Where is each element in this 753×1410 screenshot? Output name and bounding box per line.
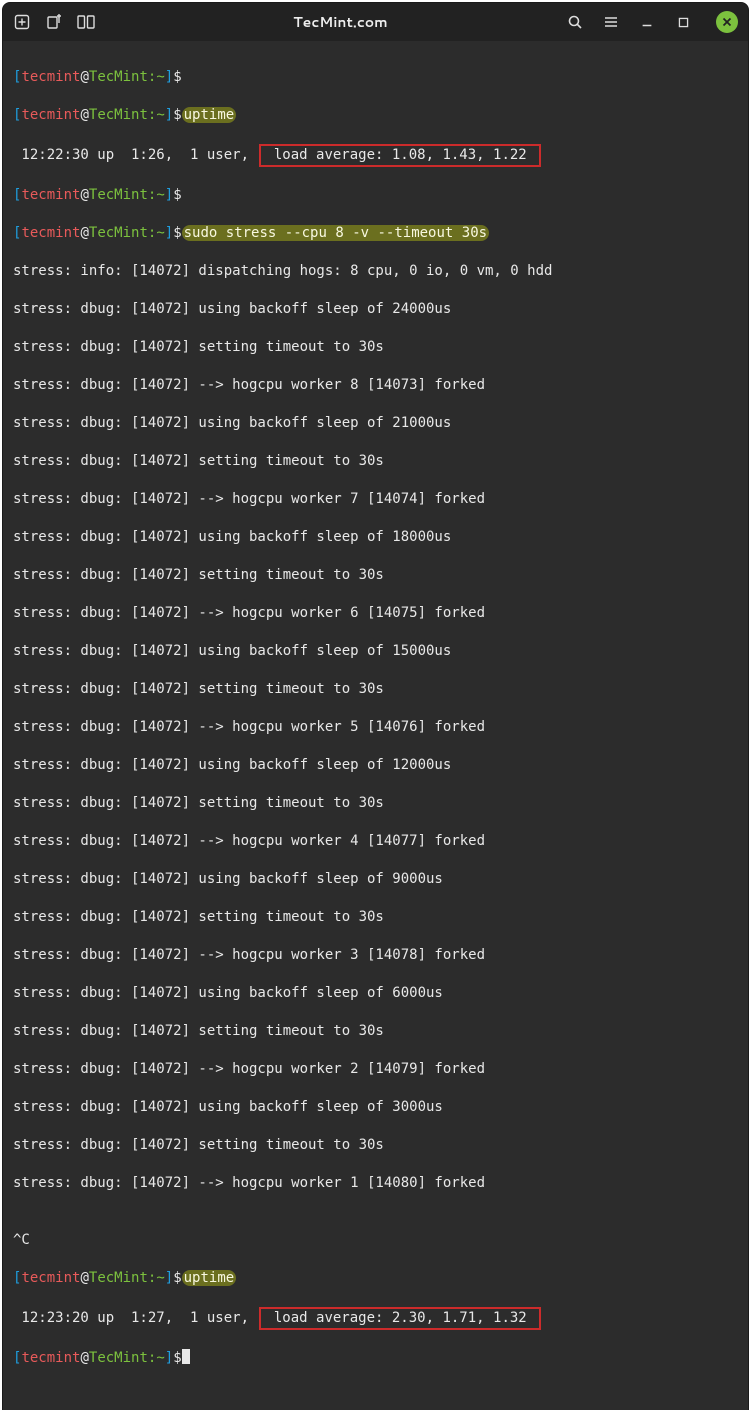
stress-output-line: stress: dbug: [14072] using backoff slee… [13,870,738,889]
stress-output-line: stress: dbug: [14072] using backoff slee… [13,984,738,1003]
uptime2-prefix: 12:23:20 up 1:27, 1 user, [13,1310,257,1326]
titlebar: TecMint.com [3,3,748,41]
titlebar-left-controls [13,13,123,31]
stress-output-line: stress: dbug: [14072] --> hogcpu worker … [13,376,738,395]
stress-output-line: stress: dbug: [14072] using backoff slee… [13,642,738,661]
minimize-button[interactable] [638,13,656,31]
uptime2-load: load average: 2.30, 1.71, 1.32 [265,1310,535,1326]
stress-output-line: stress: dbug: [14072] --> hogcpu worker … [13,946,738,965]
prompt-line-uptime1: [tecmint@TecMint:~]$uptime [13,106,738,125]
split-button[interactable] [77,13,95,31]
prompt-line-final: [tecmint@TecMint:~]$ [13,1349,738,1368]
stress-output-line: stress: dbug: [14072] using backoff slee… [13,756,738,775]
stress-output-line: stress: dbug: [14072] using backoff slee… [13,1098,738,1117]
command-uptime2: uptime [182,1270,237,1286]
cursor [182,1349,190,1364]
stress-output-line: stress: dbug: [14072] setting timeout to… [13,1136,738,1155]
stress-output-line: stress: dbug: [14072] setting timeout to… [13,1022,738,1041]
stress-output-line: stress: dbug: [14072] setting timeout to… [13,908,738,927]
stress-output-line: stress: info: [14072] dispatching hogs: … [13,262,738,281]
titlebar-right-controls [558,11,738,33]
stress-output-line: stress: dbug: [14072] --> hogcpu worker … [13,490,738,509]
interrupt-line: ^C [13,1231,738,1250]
new-tab-button[interactable] [13,13,31,31]
maximize-button[interactable] [674,13,692,31]
prompt-host: TecMint:~ [89,69,165,85]
prompt-line: [tecmint@TecMint:~]$ [13,186,738,205]
stress-output-line: stress: dbug: [14072] --> hogcpu worker … [13,1060,738,1079]
stress-output-line: stress: dbug: [14072] using backoff slee… [13,300,738,319]
stress-output-line: stress: dbug: [14072] setting timeout to… [13,680,738,699]
close-button[interactable] [716,11,738,33]
uptime1-load: load average: 1.08, 1.43, 1.22 [265,147,535,163]
stress-output-line: stress: dbug: [14072] using backoff slee… [13,528,738,547]
uptime2-load-box: load average: 2.30, 1.71, 1.32 [259,1307,541,1330]
stress-output-line: stress: dbug: [14072] setting timeout to… [13,452,738,471]
bracket-close: ] [165,69,173,85]
uptime1-prefix: 12:22:30 up 1:26, 1 user, [13,147,257,163]
terminal-body[interactable]: [tecmint@TecMint:~]$ [tecmint@TecMint:~]… [3,41,748,1410]
uptime1-load-box: load average: 1.08, 1.43, 1.22 [259,144,541,167]
prompt-at: @ [80,69,88,85]
caret-c: ^C [13,1232,30,1248]
stress-output-line: stress: dbug: [14072] --> hogcpu worker … [13,1174,738,1193]
terminal-window: TecMint.com [2,2,749,1410]
search-button[interactable] [566,13,584,31]
stress-output-line: stress: dbug: [14072] setting timeout to… [13,566,738,585]
stress-output-line: stress: dbug: [14072] --> hogcpu worker … [13,832,738,851]
menu-button[interactable] [602,13,620,31]
prompt-user: tecmint [21,69,80,85]
stress-output-line: stress: dbug: [14072] setting timeout to… [13,794,738,813]
stress-output: stress: info: [14072] dispatching hogs: … [13,262,738,1193]
command-uptime: uptime [182,107,237,123]
uptime2-output: 12:23:20 up 1:27, 1 user, load average: … [13,1307,738,1330]
command-stress: sudo stress --cpu 8 -v --timeout 30s [182,225,489,241]
prompt-line: [tecmint@TecMint:~]$ [13,68,738,87]
stress-output-line: stress: dbug: [14072] using backoff slee… [13,414,738,433]
stress-output-line: stress: dbug: [14072] setting timeout to… [13,338,738,357]
stress-output-line: stress: dbug: [14072] --> hogcpu worker … [13,718,738,737]
uptime1-output: 12:22:30 up 1:26, 1 user, load average: … [13,144,738,167]
prompt-line-uptime2: [tecmint@TecMint:~]$uptime [13,1269,738,1288]
new-window-button[interactable] [45,13,63,31]
stress-output-line: stress: dbug: [14072] --> hogcpu worker … [13,604,738,623]
prompt-dollar: $ [173,69,181,85]
window-title: TecMint.com [123,12,558,32]
prompt-line-stress: [tecmint@TecMint:~]$sudo stress --cpu 8 … [13,224,738,243]
